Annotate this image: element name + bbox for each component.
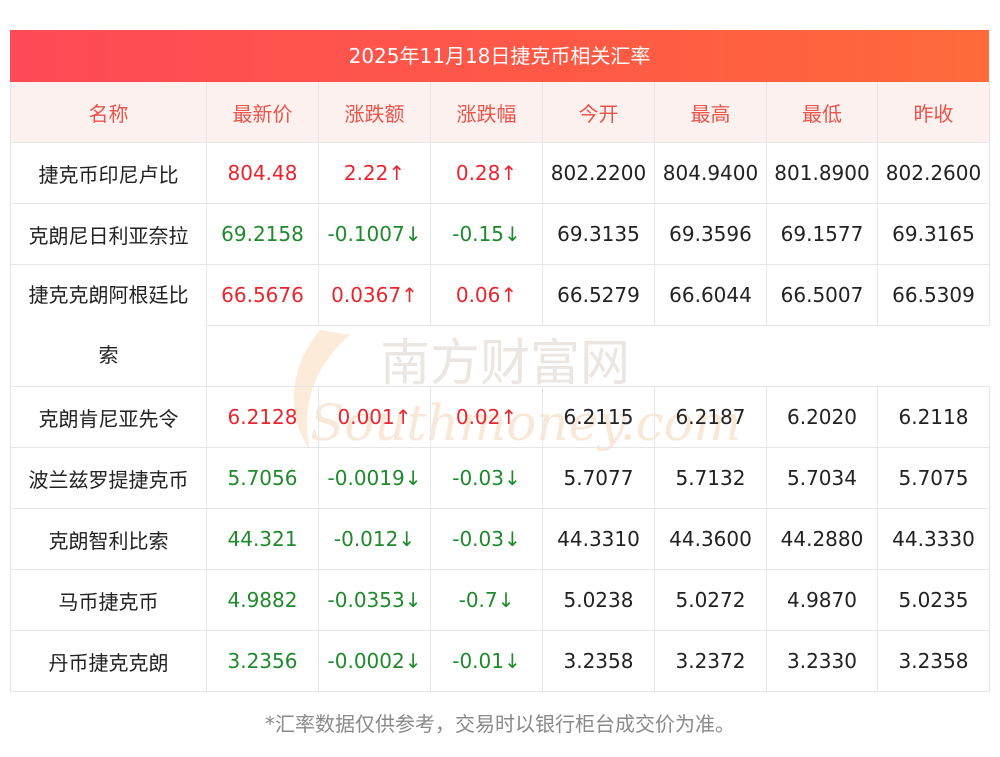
row-high: 5.0272 (654, 569, 767, 631)
row-open: 6.2115 (542, 386, 655, 448)
row-change: -0.0002↓ (318, 630, 431, 692)
row-latest: 6.2128 (206, 386, 319, 448)
row-change: -0.012↓ (318, 508, 431, 570)
row-pct: -0.15↓ (430, 203, 543, 265)
header-prev: 昨收 (877, 82, 990, 143)
row-change: 2.22↑ (318, 142, 431, 204)
row-pct: 0.06↑ (430, 264, 543, 326)
row-latest: 804.48 (206, 142, 319, 204)
row-latest: 5.7056 (206, 447, 319, 509)
row-low: 44.2880 (766, 508, 878, 570)
row-open: 802.2200 (542, 142, 655, 204)
row-high: 44.3600 (654, 508, 767, 570)
row-prev: 6.2118 (877, 386, 990, 448)
row-high: 5.7132 (654, 447, 767, 509)
row-open: 3.2358 (542, 630, 655, 692)
row-pct: 0.28↑ (430, 142, 543, 204)
row-low: 3.2330 (766, 630, 878, 692)
table-row: 捷克克朗阿根廷比索 66.5676 0.0367↑ 0.06↑ 66.5279 … (10, 264, 990, 387)
spacer-cell (206, 325, 990, 387)
header-low: 最低 (766, 82, 878, 143)
disclaimer-footnote: *汇率数据仅供参考，交易时以银行柜台成交价为准。 (265, 712, 735, 736)
row-open: 69.3135 (542, 203, 655, 265)
row-high: 69.3596 (654, 203, 767, 265)
row-name-line1: 捷克克朗阿根廷比 (28, 283, 189, 307)
table-row-spacer (11, 325, 990, 387)
row-name: 克朗智利比索 (10, 508, 207, 570)
row-name: 波兰兹罗提捷克币 (10, 447, 207, 509)
row-name: 克朗尼日利亚奈拉 (10, 203, 207, 265)
header-pct: 涨跌幅 (430, 82, 543, 143)
row-change: -0.0019↓ (318, 447, 431, 509)
table-row: 克朗尼日利亚奈拉 69.2158 -0.1007↓ -0.15↓ 69.3135… (10, 203, 990, 265)
table-row: 捷克币印尼卢比 804.48 2.22↑ 0.28↑ 802.2200 804.… (10, 142, 990, 204)
row-name-line2: 索 (98, 343, 119, 367)
row-low: 66.5007 (766, 264, 878, 326)
row-name: 捷克克朗阿根廷比索 (10, 264, 207, 387)
rate-table: 名称 最新价 涨跌额 涨跌幅 今开 最高 最低 昨收 捷克币印尼卢比 804.4… (10, 82, 990, 692)
row-name: 丹币捷克克朗 (10, 630, 207, 692)
row-change: -0.1007↓ (318, 203, 431, 265)
row-prev: 802.2600 (877, 142, 990, 204)
row-prev: 44.3330 (877, 508, 990, 570)
table-row: 克朗肯尼亚先令 6.2128 0.001↑ 0.02↑ 6.2115 6.218… (10, 386, 990, 448)
row-open: 66.5279 (542, 264, 655, 326)
row-low: 6.2020 (766, 386, 878, 448)
header-open: 今开 (542, 82, 655, 143)
header-change: 涨跌额 (318, 82, 431, 143)
table-row: 克朗智利比索 44.321 -0.012↓ -0.03↓ 44.3310 44.… (10, 508, 990, 570)
row-prev: 5.7075 (877, 447, 990, 509)
row-name: 克朗肯尼亚先令 (10, 386, 207, 448)
row-high: 6.2187 (654, 386, 767, 448)
row-low: 4.9870 (766, 569, 878, 631)
row-high: 804.9400 (654, 142, 767, 204)
row-latest: 3.2356 (206, 630, 319, 692)
row-pct: 0.02↑ (430, 386, 543, 448)
row-high: 66.6044 (654, 264, 767, 326)
row-change: -0.0353↓ (318, 569, 431, 631)
row-latest: 66.5676 (206, 264, 319, 326)
row-open: 5.0238 (542, 569, 655, 631)
row-latest: 44.321 (206, 508, 319, 570)
row-pct: -0.01↓ (430, 630, 543, 692)
header-latest: 最新价 (206, 82, 319, 143)
row-latest: 4.9882 (206, 569, 319, 631)
row-name: 马币捷克币 (10, 569, 207, 631)
row-high: 3.2372 (654, 630, 767, 692)
row-low: 5.7034 (766, 447, 878, 509)
row-prev: 66.5309 (877, 264, 990, 326)
row-pct: -0.03↓ (430, 447, 543, 509)
row-pct: -0.7↓ (430, 569, 543, 631)
table-row: 马币捷克币 4.9882 -0.0353↓ -0.7↓ 5.0238 5.027… (10, 569, 990, 631)
row-name: 捷克币印尼卢比 (10, 142, 207, 204)
row-prev: 3.2358 (877, 630, 990, 692)
table-title: 2025年11月18日捷克币相关汇率 (10, 30, 989, 82)
table-row: 丹币捷克克朗 3.2356 -0.0002↓ -0.01↓ 3.2358 3.2… (10, 630, 990, 692)
row-change: 0.001↑ (318, 386, 431, 448)
row-latest: 69.2158 (206, 203, 319, 265)
header-high: 最高 (654, 82, 767, 143)
row-change: 0.0367↑ (318, 264, 431, 326)
row-pct: -0.03↓ (430, 508, 543, 570)
row-prev: 69.3165 (877, 203, 990, 265)
row-low: 69.1577 (766, 203, 878, 265)
row-prev: 5.0235 (877, 569, 990, 631)
header-name: 名称 (10, 82, 207, 143)
row-low: 801.8900 (766, 142, 878, 204)
rate-table-container: 2025年11月18日捷克币相关汇率 名称 最新价 涨跌额 涨跌幅 今开 最高 … (10, 30, 990, 692)
row-open: 44.3310 (542, 508, 655, 570)
header-row: 名称 最新价 涨跌额 涨跌幅 今开 最高 最低 昨收 (10, 82, 990, 143)
row-open: 5.7077 (542, 447, 655, 509)
table-row: 波兰兹罗提捷克币 5.7056 -0.0019↓ -0.03↓ 5.7077 5… (10, 447, 990, 509)
